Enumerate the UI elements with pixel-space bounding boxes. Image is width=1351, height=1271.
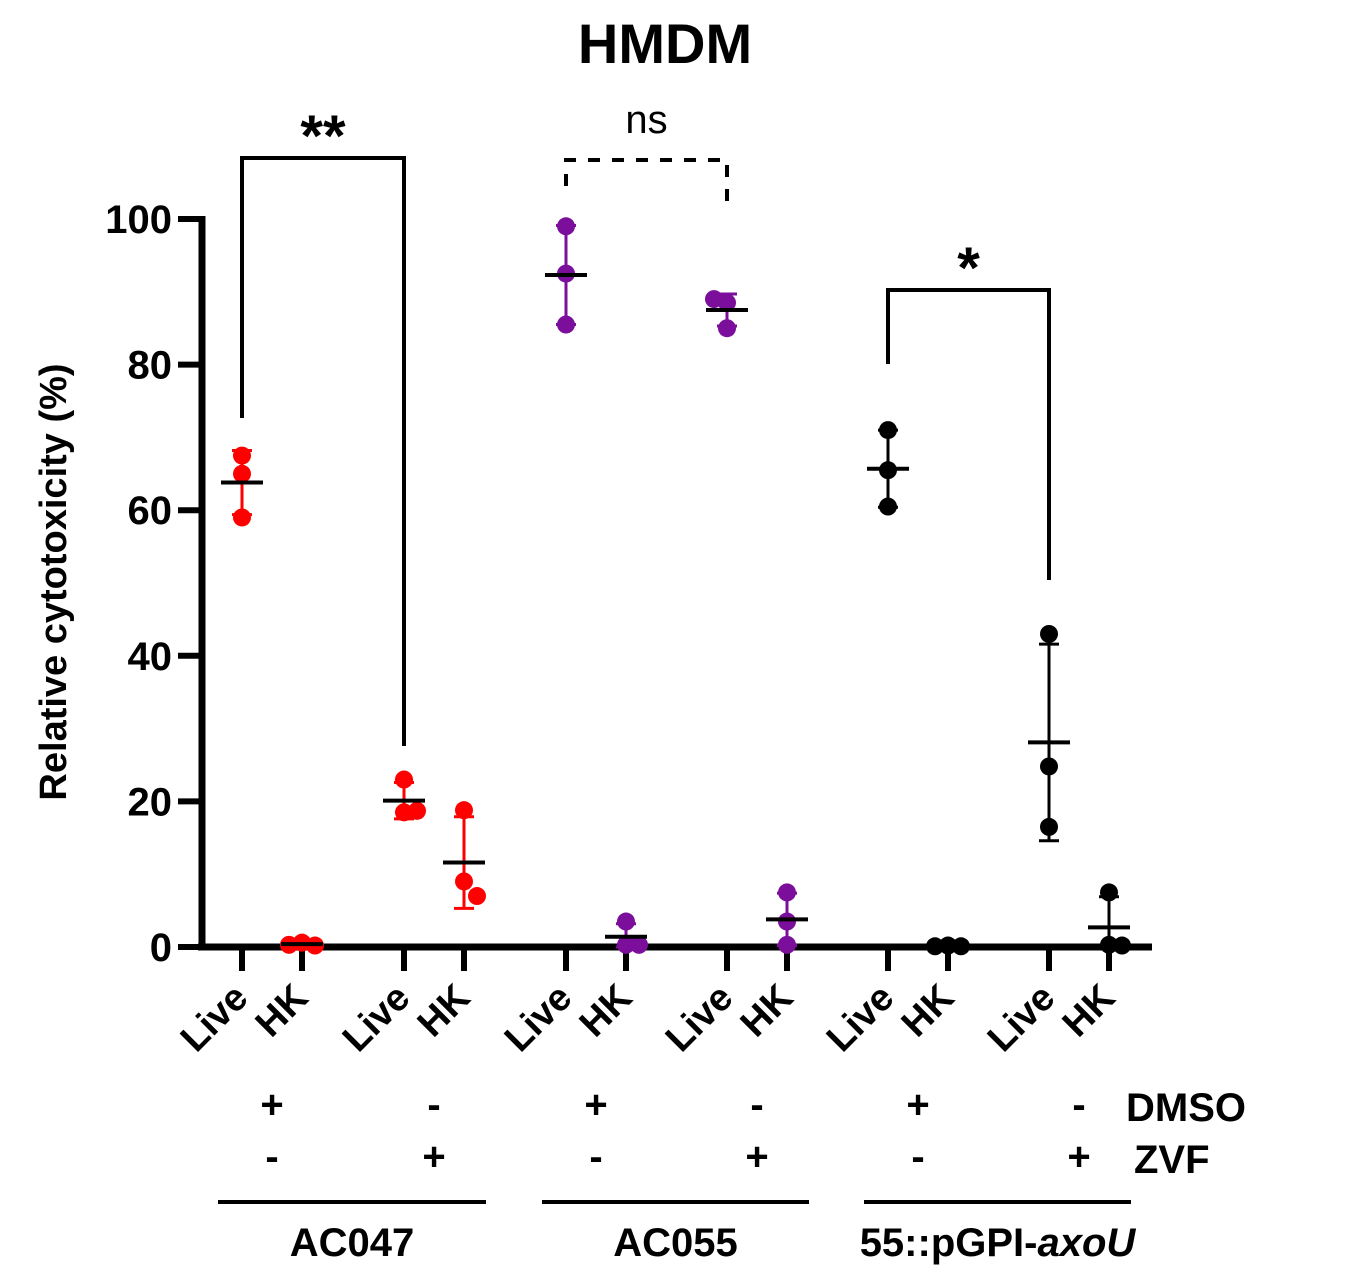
significance-bracket xyxy=(886,288,1051,580)
significance-label: ns xyxy=(625,98,667,142)
x-category-label: Live xyxy=(497,977,580,1060)
x-category-label: HK xyxy=(1055,976,1124,1045)
data-point xyxy=(455,872,473,891)
data-point xyxy=(557,217,575,236)
x-category-label: Live xyxy=(335,977,418,1060)
data-point xyxy=(233,464,251,483)
significance-label: ** xyxy=(300,104,346,169)
y-tick-label: 60 xyxy=(128,489,173,533)
dmso-sign: - xyxy=(1072,1083,1085,1127)
dmso-sign: - xyxy=(750,1083,763,1127)
dmso-sign: + xyxy=(260,1083,283,1127)
x-category-label: HK xyxy=(894,976,963,1045)
data-point xyxy=(879,497,897,516)
data-point xyxy=(617,935,635,954)
x-category-label: Live xyxy=(980,977,1063,1060)
data-point xyxy=(395,770,413,789)
data-point xyxy=(233,446,251,465)
zvf-sign: + xyxy=(745,1135,768,1179)
data-point xyxy=(778,912,796,931)
dmso-label: DMSO xyxy=(1126,1086,1246,1130)
data-point xyxy=(879,421,897,440)
data-point xyxy=(233,508,251,527)
data-point xyxy=(408,801,426,820)
strain-label: AC055 xyxy=(613,1221,738,1265)
dmso-sign: + xyxy=(584,1083,607,1127)
data-point xyxy=(455,801,473,820)
x-category-label: Live xyxy=(658,977,741,1060)
data-point xyxy=(617,912,635,931)
x-category-label: HK xyxy=(248,976,317,1045)
data-point xyxy=(395,803,413,822)
data-point xyxy=(1040,624,1058,643)
data-point xyxy=(1113,936,1131,955)
zvf-label: ZVF xyxy=(1134,1138,1210,1182)
zvf-sign: + xyxy=(1067,1135,1090,1179)
zvf-sign: - xyxy=(589,1135,602,1179)
y-tick-label: 80 xyxy=(128,344,173,388)
chart-title: HMDM xyxy=(578,12,752,75)
data-point xyxy=(1040,817,1058,836)
y-tick-label: 100 xyxy=(105,198,172,242)
data-point xyxy=(718,319,736,338)
zvf-sign: - xyxy=(265,1135,278,1179)
data-point xyxy=(778,935,796,954)
zvf-sign: - xyxy=(911,1135,924,1179)
x-category-label: HK xyxy=(572,976,641,1045)
significance-bracket xyxy=(240,156,406,746)
x-category-label: Live xyxy=(819,977,902,1060)
y-tick-label: 20 xyxy=(128,780,173,824)
data-point xyxy=(630,935,648,954)
dmso-sign: + xyxy=(906,1083,929,1127)
y-tick-label: 40 xyxy=(128,635,173,679)
data-point xyxy=(557,315,575,334)
y-tick-label: 0 xyxy=(150,926,172,970)
strain-label-gene: axoU xyxy=(1037,1221,1136,1265)
x-category-label: HK xyxy=(733,976,802,1045)
significance-bracket xyxy=(564,158,729,204)
data-point xyxy=(718,293,736,312)
data-point xyxy=(778,883,796,902)
significance-label: * xyxy=(957,236,980,301)
data-point xyxy=(468,887,486,906)
x-category-label: HK xyxy=(410,976,479,1045)
strain-label: AC047 xyxy=(290,1221,415,1265)
zvf-sign: + xyxy=(422,1135,445,1179)
data-point xyxy=(1100,935,1118,954)
strain-label: 55::pGPI-axoU xyxy=(860,1221,1137,1265)
data-point xyxy=(1040,757,1058,776)
dmso-sign: - xyxy=(427,1083,440,1127)
strain-label-prefix: 55::pGPI- xyxy=(860,1221,1038,1265)
data-point xyxy=(1100,883,1118,902)
y-axis-label: Relative cytotoxicity (%) xyxy=(33,363,75,800)
x-category-label: Live xyxy=(173,977,256,1060)
